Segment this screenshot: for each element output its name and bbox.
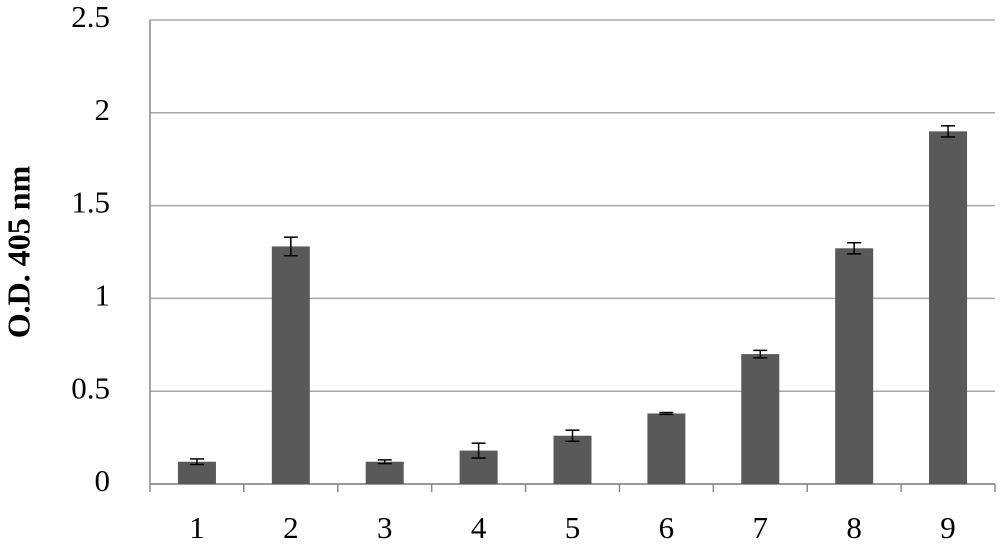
x-tick-label: 1	[189, 510, 205, 545]
error-bar	[941, 125, 956, 138]
x-tick-label: 7	[753, 510, 769, 545]
error-bar	[753, 349, 768, 359]
x-tick-label: 9	[940, 510, 956, 545]
x-tick-label: 2	[283, 510, 299, 545]
x-tick-label: 8	[846, 510, 862, 545]
bar	[835, 248, 874, 484]
y-tick-label: 0.5	[71, 370, 110, 405]
error-bar	[565, 429, 580, 443]
bar	[365, 461, 404, 484]
y-tick-label: 1	[95, 278, 111, 313]
x-tick-label: 5	[565, 510, 581, 545]
bar	[553, 435, 592, 484]
error-bar	[377, 459, 392, 465]
y-tick-label: 0	[95, 463, 111, 498]
bar	[271, 246, 310, 484]
bar	[647, 413, 686, 484]
x-tick-label: 3	[377, 510, 393, 545]
error-bar	[283, 236, 298, 257]
bar	[177, 461, 216, 484]
bar	[741, 354, 780, 484]
y-tick-label: 1.5	[71, 185, 110, 220]
error-bar	[189, 458, 204, 466]
error-bar	[659, 411, 674, 416]
y-tick-label: 2.5	[71, 0, 110, 34]
x-tick-label: 4	[471, 510, 487, 545]
error-bar	[471, 442, 486, 459]
x-tick-label: 6	[659, 510, 675, 545]
y-axis-label: O.D. 405 nm	[0, 165, 36, 338]
y-tick-label: 2	[95, 92, 111, 127]
bar	[929, 131, 968, 485]
error-bar	[847, 241, 862, 255]
